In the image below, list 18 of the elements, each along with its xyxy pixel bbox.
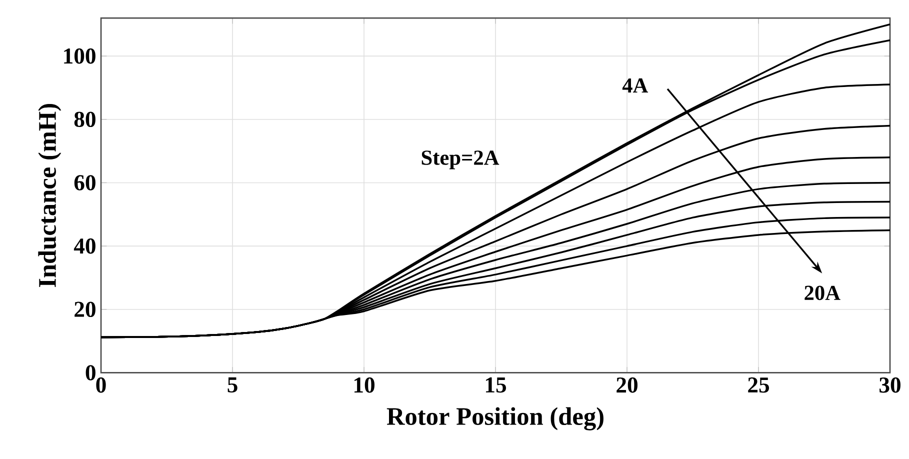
annotation: 20A xyxy=(804,286,840,300)
y-tick-label: 40 xyxy=(74,238,96,254)
x-tick-label: 15 xyxy=(486,377,506,393)
y-tick-label: 60 xyxy=(74,175,96,190)
annotation: Step=2A xyxy=(422,150,500,170)
x-tick-label: 25 xyxy=(748,377,769,393)
annotation: 4A xyxy=(622,78,648,92)
x-tick-label: 10 xyxy=(354,377,374,393)
x-tick-label: 5 xyxy=(228,377,238,392)
x-tick-label: 0 xyxy=(96,377,106,393)
y-axis-title: Inductance (mH) xyxy=(38,104,62,288)
x-axis-title: Rotor Position (deg) xyxy=(386,407,604,430)
y-tick-label: 20 xyxy=(74,302,96,318)
y-tick-label: 100 xyxy=(64,48,96,64)
x-tick-label: 30 xyxy=(880,377,900,393)
y-tick-label: 80 xyxy=(74,112,96,128)
x-tick-label: 20 xyxy=(616,377,638,393)
y-tick-label: 0 xyxy=(86,365,96,380)
